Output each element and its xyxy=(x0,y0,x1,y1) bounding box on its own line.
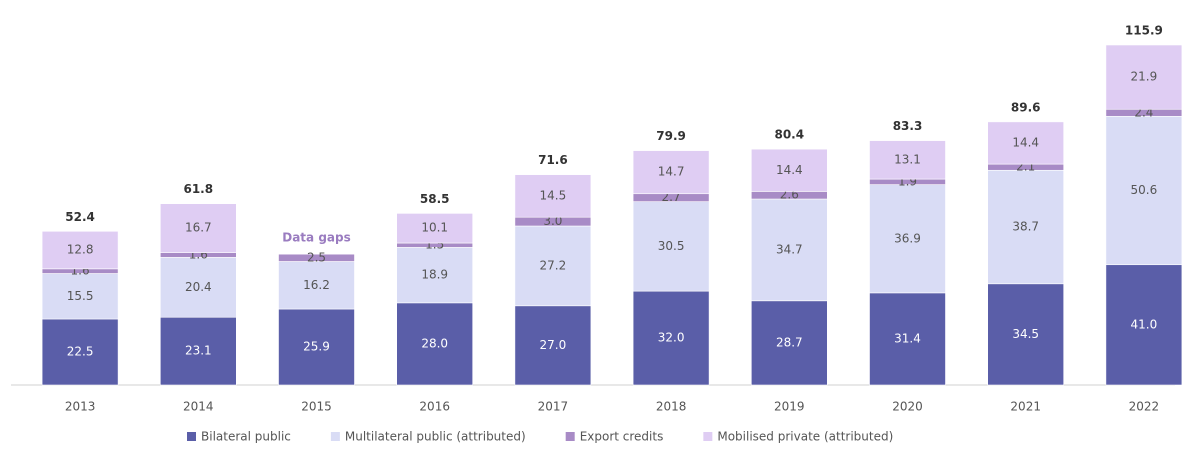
bar-segment xyxy=(1105,264,1183,386)
data-label: 14.7 xyxy=(658,165,685,179)
data-label: 38.7 xyxy=(1012,220,1039,234)
legend-label: Export credits xyxy=(580,430,664,444)
legend-label: Multilateral public (attributed) xyxy=(345,430,526,444)
total-label: 71.6 xyxy=(538,153,568,167)
data-label: 28.7 xyxy=(776,335,803,349)
data-label: 3.0 xyxy=(543,214,562,228)
bar-segment xyxy=(987,169,1065,285)
x-tick-label: 2021 xyxy=(1010,400,1041,414)
legend-label: Mobilised private (attributed) xyxy=(717,430,893,444)
bar-segment xyxy=(750,198,828,302)
x-tick-label: 2018 xyxy=(656,400,687,414)
data-label: 25.9 xyxy=(303,340,330,354)
legend-swatch xyxy=(187,432,196,441)
data-label: 41.0 xyxy=(1131,317,1158,331)
bar-segment xyxy=(278,253,355,262)
x-tick-label: 2013 xyxy=(65,400,96,414)
bar-segment xyxy=(869,184,946,294)
bar-segment xyxy=(1105,115,1183,266)
data-label: 12.8 xyxy=(67,243,94,257)
data-label: 31.4 xyxy=(894,331,921,345)
bar-segment xyxy=(869,292,946,386)
data-label: 30.5 xyxy=(658,239,685,253)
data-label: 10.1 xyxy=(421,221,448,235)
x-tick-label: 2022 xyxy=(1129,400,1160,414)
data-label: 16.7 xyxy=(185,221,212,235)
total-label: 61.8 xyxy=(183,182,213,196)
data-label: 13.1 xyxy=(894,152,921,166)
total-label: 58.5 xyxy=(420,192,450,206)
legend-swatch xyxy=(565,432,575,441)
x-tick-label: 2017 xyxy=(538,400,569,414)
bar-segment xyxy=(1105,44,1183,110)
bar-segment xyxy=(987,283,1065,386)
data-label: 2.5 xyxy=(307,250,326,264)
bar-segment xyxy=(750,300,828,386)
x-tick-label: 2014 xyxy=(183,400,214,414)
annotation: Data gaps xyxy=(282,231,351,245)
bar-segment xyxy=(396,213,474,244)
bar-segment xyxy=(41,273,119,320)
bar-segment xyxy=(160,257,237,318)
data-label: 32.0 xyxy=(658,331,685,345)
data-label: 21.9 xyxy=(1131,70,1158,84)
x-tick-label: 2019 xyxy=(774,400,805,414)
data-label: 50.6 xyxy=(1131,183,1158,197)
total-label: 79.9 xyxy=(656,129,686,143)
total-label: 89.6 xyxy=(1011,100,1041,114)
data-label: 14.4 xyxy=(776,163,803,177)
x-tick-label: 2020 xyxy=(892,400,923,414)
bar-segment xyxy=(278,261,355,310)
data-label: 28.0 xyxy=(421,336,448,350)
bar-segment xyxy=(514,174,592,218)
total-label: 115.9 xyxy=(1125,24,1163,38)
bar-segment xyxy=(396,247,474,304)
bar-segment xyxy=(632,290,710,386)
data-label: 15.5 xyxy=(67,289,94,303)
bar-segment xyxy=(160,203,237,253)
x-tick-label: 2016 xyxy=(419,400,450,414)
data-label: 23.1 xyxy=(185,344,212,358)
data-label: 34.7 xyxy=(776,242,803,256)
legend-swatch xyxy=(703,432,713,441)
total-label: 83.3 xyxy=(893,119,923,133)
bar-segment xyxy=(41,230,119,270)
data-label: 27.2 xyxy=(540,258,567,272)
data-label: 16.2 xyxy=(303,278,330,292)
data-label: 20.4 xyxy=(185,280,212,294)
bar-segment xyxy=(160,316,237,386)
data-label: 14.4 xyxy=(1012,135,1039,149)
bar-segment xyxy=(869,140,946,180)
legend-swatch xyxy=(330,432,340,441)
bar-segment xyxy=(632,150,710,195)
total-label: 80.4 xyxy=(774,128,804,142)
legend-label: Bilateral public xyxy=(201,430,291,444)
bar-segment xyxy=(514,305,592,386)
bar-segment xyxy=(41,318,119,386)
bar-segment xyxy=(514,225,592,307)
data-label: 34.5 xyxy=(1012,327,1039,341)
data-label: 14.5 xyxy=(540,188,567,202)
x-tick-label: 2015 xyxy=(301,400,332,414)
bar-segment xyxy=(750,148,828,192)
data-label: 36.9 xyxy=(894,231,921,245)
bar-segment xyxy=(632,201,710,292)
data-label: 22.5 xyxy=(67,344,94,358)
total-label: 52.4 xyxy=(65,210,95,224)
data-label: 18.9 xyxy=(421,268,448,282)
bar-segment xyxy=(396,302,474,386)
data-label: 27.0 xyxy=(540,338,567,352)
bar-segment xyxy=(987,121,1065,165)
bar-segment xyxy=(278,308,355,386)
